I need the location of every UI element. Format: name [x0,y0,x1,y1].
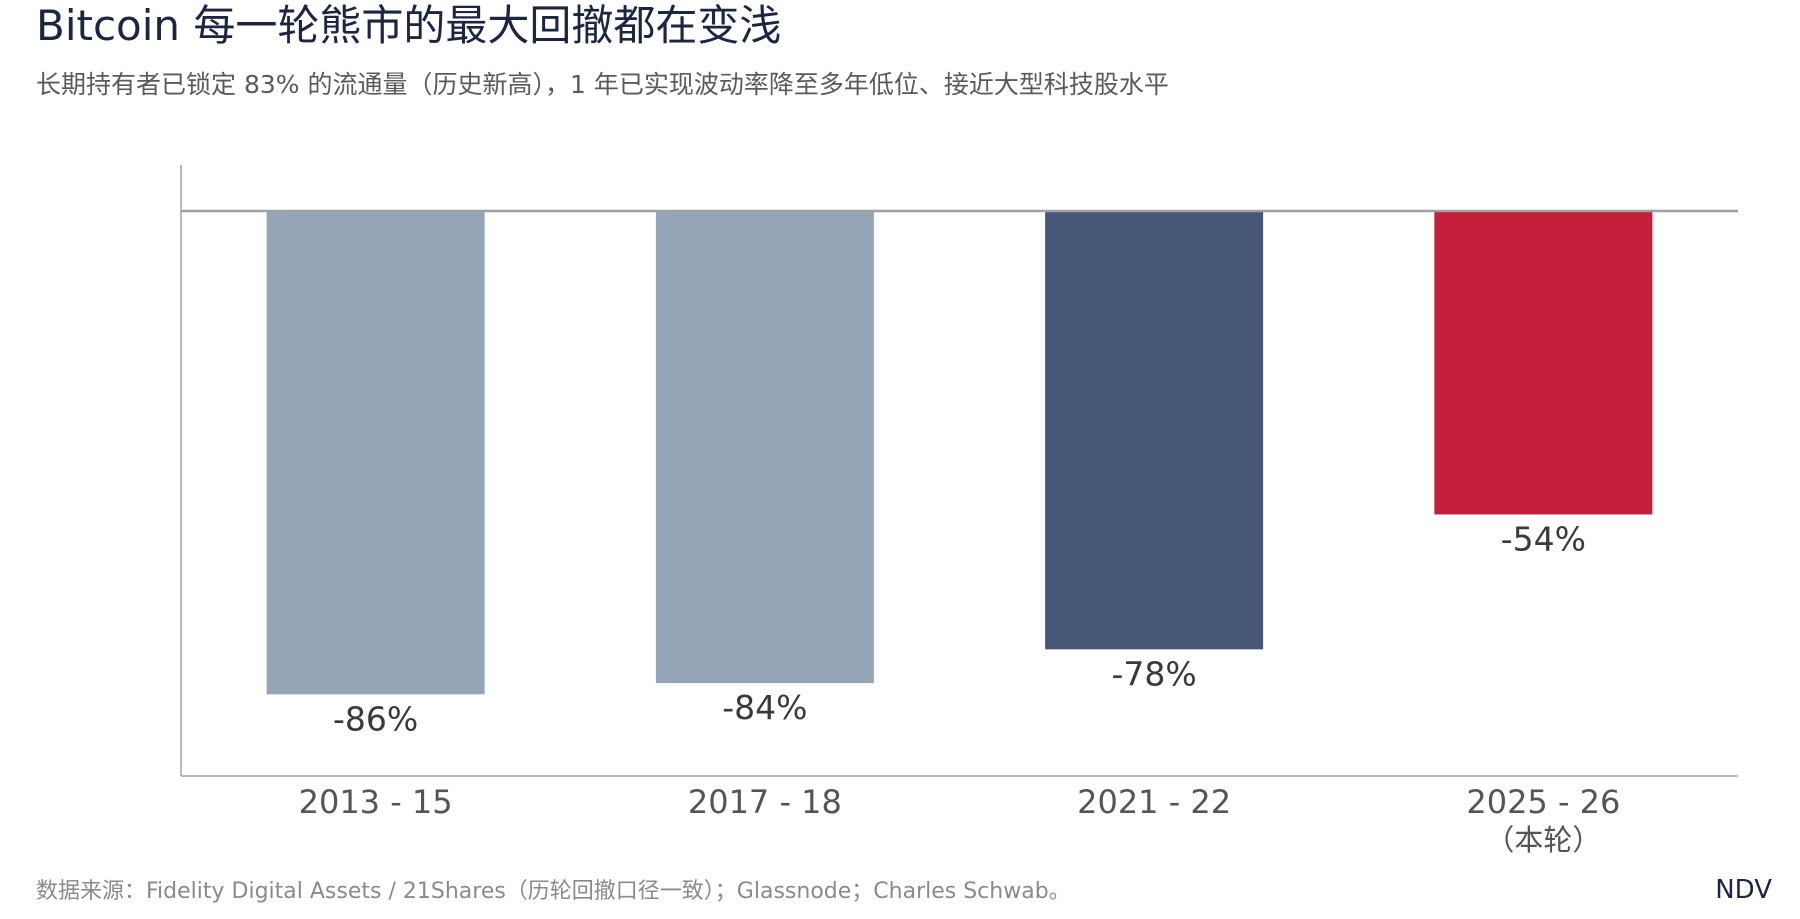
bar-4 [1434,211,1653,515]
brand-logo: NDV [1715,875,1772,905]
bar-1 [266,211,485,695]
page-subtitle: 长期持有者已锁定 83% 的流通量（历史新高），1 年已实现波动率降至多年低位、… [36,70,1169,99]
page-title: Bitcoin 每一轮熊市的最大回撤都在变浅 [36,1,782,50]
bar-2 [655,211,874,684]
x-tick-sublabel-4: （本轮） [1485,823,1601,857]
x-tick-label-3: 2021 - 22 [1077,783,1231,821]
data-label-1: -86% [333,699,418,738]
x-tick-label-4: 2025 - 26 [1466,783,1620,821]
x-tick-label-2: 2017 - 18 [688,783,842,821]
data-label-2: -84% [722,688,807,727]
source-note: 数据来源：Fidelity Digital Assets / 21Shares（… [36,879,1071,904]
data-label-3: -78% [1111,654,1196,693]
data-label-4: -54% [1501,519,1586,558]
bar-3 [1045,211,1264,650]
x-tick-label-1: 2013 - 15 [299,783,453,821]
